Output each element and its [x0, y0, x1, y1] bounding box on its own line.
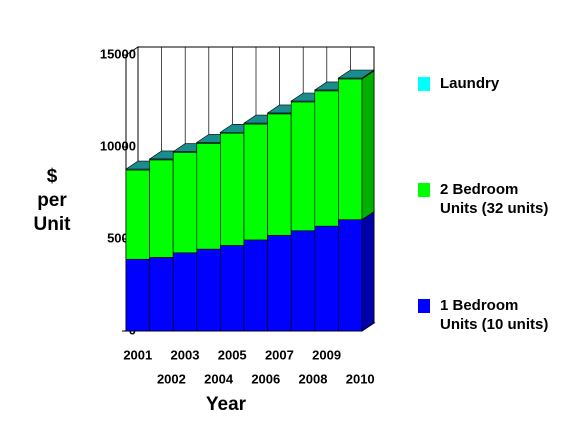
x-tick-label: 2005 — [218, 347, 247, 362]
bar-segment — [267, 113, 292, 236]
legend-label: 1 Bedroom Units (10 units) — [440, 297, 549, 333]
bar-segment — [338, 78, 363, 220]
bar-segment — [314, 90, 339, 227]
bar-segment — [125, 258, 150, 332]
x-tick-label: 2001 — [123, 347, 152, 362]
legend-swatch — [418, 299, 430, 313]
y-axis-label: $ per Unit — [34, 166, 72, 235]
x-tick-label: 2003 — [171, 347, 200, 362]
bar-segment — [196, 248, 221, 332]
x-tick-label: 2007 — [265, 347, 294, 362]
bar-segment — [267, 235, 292, 332]
legend-swatch — [418, 77, 430, 91]
x-tick-label: 2004 — [204, 371, 234, 386]
bar-segment — [243, 239, 268, 332]
x-tick-label: 2002 — [157, 371, 186, 386]
bar-segment — [172, 152, 198, 254]
x-axis-label: Year — [206, 394, 247, 415]
bar-segment — [290, 230, 316, 332]
bar-segment — [149, 257, 174, 332]
bar-segment — [172, 252, 198, 332]
bar-side — [361, 70, 375, 221]
bar-segment — [220, 245, 245, 332]
x-tick-label: 2009 — [312, 347, 341, 362]
x-tick-label: 2006 — [251, 371, 280, 386]
bar-segment — [220, 132, 245, 246]
bar-segment — [149, 159, 174, 258]
legend-label: 2 Bedroom Units (32 units) — [440, 181, 549, 217]
bar-side — [361, 211, 375, 332]
bar-segment — [243, 123, 268, 241]
bar-segment — [125, 169, 150, 260]
bar-segment — [338, 219, 363, 332]
x-tick-label: 2010 — [346, 371, 375, 386]
bar-segment — [314, 225, 339, 332]
y-tick-label: 15000 — [100, 46, 136, 61]
legend-label: Laundry — [440, 75, 500, 92]
legend-swatch — [418, 183, 430, 197]
y-tick-label: 10000 — [100, 138, 136, 153]
x-tick-label: 2008 — [299, 371, 328, 386]
bar-top — [337, 69, 375, 79]
bar-segment — [290, 101, 316, 232]
bar-segment — [196, 143, 221, 250]
